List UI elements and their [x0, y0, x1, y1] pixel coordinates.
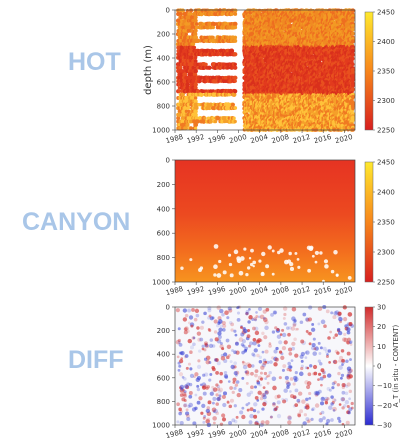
hot-sample-dot: [192, 45, 197, 50]
hot-sample-dot: [194, 116, 199, 121]
hot-sample-dot: [195, 119, 201, 124]
hot-sample-dot: [199, 11, 204, 17]
hot-sample-dot: [195, 89, 201, 94]
hot-sample-dot: [193, 59, 198, 63]
hot-sample-dot: [193, 18, 198, 23]
hot-sample-dot: [233, 119, 237, 124]
hot-sample-dot: [230, 102, 235, 107]
hot-sample-dot: [232, 21, 238, 27]
hot-sample-dot: [233, 35, 238, 40]
hot-sample-dot: [184, 32, 188, 36]
hot-sample-dot: [195, 106, 199, 110]
hot-sample-dot: [193, 55, 198, 60]
hot-sample-dot: [211, 35, 215, 40]
hot-sample-dot: [204, 62, 208, 66]
hot-sample-dot: [198, 79, 202, 83]
hot-sample-dot: [194, 126, 198, 130]
hot-sample-dot: [199, 92, 204, 97]
hot-sample-dot: [196, 8, 202, 13]
hot-sample-dot: [193, 15, 198, 20]
hot-sample-dot: [233, 89, 238, 94]
hot-sample-dot: [220, 12, 225, 16]
hot-sample-dot: [178, 38, 183, 43]
hot-sample-dot: [182, 72, 188, 77]
hot-sample-dot: [233, 65, 238, 70]
hot-sample-dot: [229, 48, 235, 54]
hot-sample-dot: [203, 116, 207, 120]
hot-sample-dot: [233, 62, 237, 67]
hot-sample-dot: [180, 8, 185, 13]
hot-sample-dot: [227, 92, 232, 97]
hot-sample-dot: [178, 11, 183, 17]
hot-sample-dot: [193, 109, 198, 114]
hot-sample-dot: [226, 66, 230, 70]
hot-panel: 1988 1992 1996 2000 2004 2008 2012 2016 20200200…: [143, 7, 395, 146]
hot-sample-dot: [187, 109, 191, 114]
hot-sample-dot: [207, 65, 212, 70]
hot-sample-dot: [208, 119, 213, 124]
hot-sample-dot: [191, 65, 196, 70]
hot-sample-dot: [233, 12, 238, 16]
hot-sample-dot: [179, 79, 184, 84]
hot-sample-dot: [218, 35, 223, 40]
hot-sample-dot: [186, 106, 191, 110]
hot-sample-dot: [190, 28, 194, 33]
hot-sample-dot: [185, 82, 190, 87]
hot-sample-dot: [191, 42, 196, 47]
hot-sample-dot: [233, 75, 238, 81]
hot-sample-dot: [213, 119, 218, 124]
hot-sample-dot: [233, 25, 238, 30]
hot-sample-dot: [194, 22, 199, 26]
hot-sample-dot: [233, 106, 238, 110]
hot-sample-dot: [179, 18, 184, 23]
hot-sample-dot: [193, 35, 199, 40]
hot-sample-dot: [184, 126, 189, 130]
hot-sample-dot: [184, 109, 188, 114]
hot-sample-dot: [193, 82, 198, 87]
hot-sample-dot: [233, 8, 238, 13]
hot-sample-dot: [185, 122, 190, 127]
hot-sample-dot: [233, 38, 238, 43]
hot-sample-dot: [201, 119, 207, 124]
hot-label: HOT: [68, 48, 121, 76]
hot-sample-dot: [189, 12, 193, 16]
hot-sample-dot: [211, 25, 216, 30]
hot-sample-dot: [193, 32, 198, 36]
hot-sample-dot: [232, 116, 236, 120]
hot-sample-dot: [194, 72, 198, 77]
hot-sample-dot: [193, 28, 198, 33]
hot-sample-dot: [178, 65, 183, 70]
hot-sample-dot: [193, 96, 198, 100]
hot-sample-dot: [180, 92, 185, 97]
hot-sample-dot: [188, 8, 194, 13]
hot-sample-dot: [185, 8, 190, 13]
hot-sample-dot: [204, 52, 209, 57]
hot-sample-dot: [211, 116, 215, 120]
hot-sample-dot: [193, 68, 198, 74]
hot-sample-dot: [231, 92, 237, 97]
hot-sample-dot: [233, 79, 237, 83]
hot-sample-dot: [215, 52, 220, 57]
hot-sample-dot: [229, 11, 234, 17]
canyon-label: CANYON: [22, 208, 131, 236]
diff-label: DIFF: [68, 346, 124, 374]
hot-sample-dot: [193, 99, 198, 104]
hot-sample-dot: [233, 52, 238, 57]
hot-sample-dot: [184, 99, 189, 104]
hot-sample-dot: [176, 112, 182, 118]
hot-sample-dot: [193, 112, 198, 117]
hot-sample-dot: [189, 126, 193, 131]
hot-sample-dot: [190, 55, 194, 60]
hot-sample-dot: [212, 105, 217, 111]
hot-sample-dot: [223, 119, 227, 124]
hot-sample-dot: [177, 89, 182, 93]
